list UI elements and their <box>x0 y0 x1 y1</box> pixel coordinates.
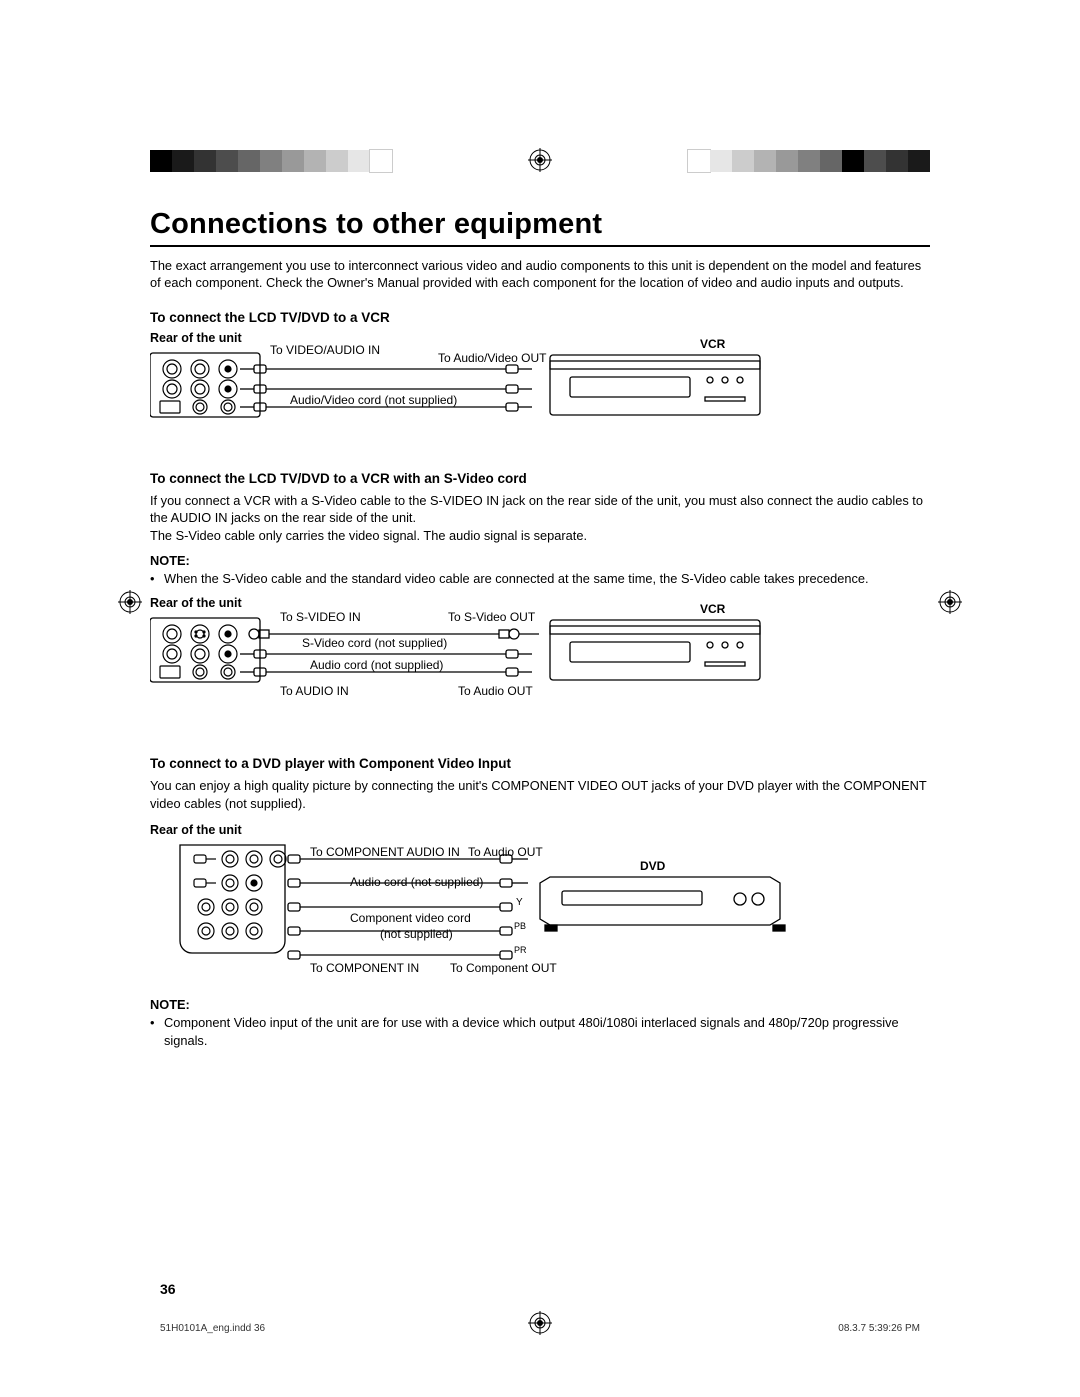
colorbar-swatch <box>886 150 908 172</box>
diagram-component: To COMPONENT AUDIO IN To Audio OUT Audio… <box>150 839 850 989</box>
colorbar-swatch <box>194 150 216 172</box>
colorbar-swatch <box>776 150 798 172</box>
note-label: NOTE: <box>150 997 930 1012</box>
registration-mark-icon <box>528 1311 552 1335</box>
colorbar-swatch <box>754 150 776 172</box>
section-heading: To connect the LCD TV/DVD to a VCR <box>150 310 930 325</box>
label: (not supplied) <box>380 927 453 941</box>
device-label: VCR <box>700 337 725 351</box>
page-content: Connections to other equipment The exact… <box>150 208 930 1050</box>
label: PR <box>514 945 527 956</box>
footer-timestamp: 08.3.7 5:39:26 PM <box>838 1323 920 1334</box>
label: To Audio OUT <box>458 684 533 698</box>
colorbar-swatch <box>150 150 172 172</box>
registration-mark-icon <box>528 148 552 172</box>
label: Audio/Video cord (not supplied) <box>290 393 457 407</box>
section-heading: To connect the LCD TV/DVD to a VCR with … <box>150 471 930 486</box>
label: To COMPONENT IN <box>310 961 419 975</box>
colorbar-swatch <box>688 150 710 172</box>
registration-mark-icon <box>938 590 962 614</box>
colorbar-swatch <box>370 150 392 172</box>
page-number: 36 <box>160 1281 176 1297</box>
label: To Audio OUT <box>468 845 543 859</box>
intro-paragraph: The exact arrangement you use to interco… <box>150 257 930 292</box>
manual-page: Connections to other equipment The exact… <box>0 0 1080 1397</box>
label: To COMPONENT AUDIO IN <box>310 845 460 859</box>
label: Y <box>516 897 523 909</box>
colorbar-swatch <box>820 150 842 172</box>
label: To S-Video OUT <box>448 610 535 624</box>
note-bullet: Component Video input of the unit are fo… <box>150 1014 930 1050</box>
section-vcr: To connect the LCD TV/DVD to a VCR Rear … <box>150 310 930 437</box>
note-bullet: When the S-Video cable and the standard … <box>150 570 930 588</box>
label: Audio cord (not supplied) <box>310 658 443 672</box>
label: PB <box>514 921 526 932</box>
colorbar-swatch <box>842 150 864 172</box>
label: To Audio/Video OUT <box>438 351 547 365</box>
colorbar-swatch <box>260 150 282 172</box>
colorbar-swatch <box>172 150 194 172</box>
page-title: Connections to other equipment <box>150 208 930 247</box>
colorbar-swatch <box>798 150 820 172</box>
registration-mark-icon <box>118 590 142 614</box>
label: To AUDIO IN <box>280 684 349 698</box>
label: S-Video cord (not supplied) <box>302 636 447 650</box>
colorbar-swatch <box>348 150 370 172</box>
device-label: VCR <box>700 602 725 616</box>
rear-label: Rear of the unit <box>150 331 930 345</box>
footer-file: 51H0101A_eng.indd 36 <box>160 1323 265 1334</box>
colorbar-swatch <box>864 150 886 172</box>
device-label: DVD <box>640 859 665 873</box>
printer-colorbar-right <box>688 150 930 172</box>
colorbar-swatch <box>282 150 304 172</box>
label: Component video cord <box>350 911 471 925</box>
colorbar-swatch <box>326 150 348 172</box>
colorbar-swatch <box>908 150 930 172</box>
printer-colorbar-left <box>150 150 392 172</box>
diagram-svideo: To S-VIDEO IN To S-Video OUT S-Video cor… <box>150 612 850 722</box>
note-label: NOTE: <box>150 553 930 568</box>
colorbar-swatch <box>710 150 732 172</box>
colorbar-swatch <box>216 150 238 172</box>
colorbar-swatch <box>304 150 326 172</box>
colorbar-swatch <box>732 150 754 172</box>
paragraph: You can enjoy a high quality picture by … <box>150 777 930 813</box>
colorbar-swatch <box>238 150 260 172</box>
section-component: To connect to a DVD player with Componen… <box>150 756 930 1050</box>
diagram-svg <box>150 612 850 722</box>
label: To Component OUT <box>450 961 557 975</box>
section-heading: To connect to a DVD player with Componen… <box>150 756 930 771</box>
rear-label: Rear of the unit <box>150 823 930 837</box>
label: Audio cord (not supplied) <box>350 875 483 889</box>
section-svideo: To connect the LCD TV/DVD to a VCR with … <box>150 471 930 723</box>
label: To VIDEO/AUDIO IN <box>270 343 380 357</box>
paragraph: If you connect a VCR with a S-Video cabl… <box>150 492 930 546</box>
diagram-vcr: To VIDEO/AUDIO IN To Audio/Video OUT Aud… <box>150 347 850 437</box>
rear-label: Rear of the unit <box>150 596 930 610</box>
label: To S-VIDEO IN <box>280 610 361 624</box>
